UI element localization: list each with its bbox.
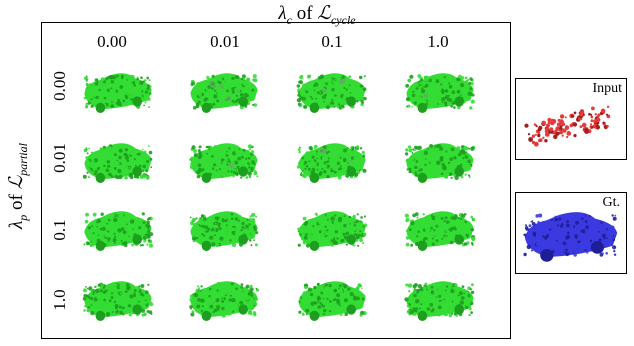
completion-point-cloud	[189, 281, 260, 322]
loss-subscript: partial	[15, 143, 30, 176]
row-header: 1.0	[50, 289, 69, 311]
of-word: of	[296, 3, 313, 24]
completion-point-cloud	[296, 73, 367, 114]
row-header: 0.00	[50, 71, 69, 101]
completion-point-cloud	[296, 143, 367, 184]
input-panel: Input	[515, 78, 627, 160]
column-header: 0.00	[97, 32, 127, 51]
completion-point-cloud	[189, 143, 259, 184]
column-header: 1.0	[427, 32, 449, 51]
completion-point-cloud	[82, 281, 154, 322]
input-label: Input	[592, 81, 622, 96]
completion-point-cloud	[82, 143, 153, 184]
completion-point-cloud	[83, 73, 152, 114]
completion-point-cloud	[404, 281, 475, 322]
lambda-symbol: λ	[6, 220, 28, 229]
row-header: 0.01	[50, 143, 69, 173]
lambda-symbol: λ	[278, 3, 287, 24]
column-header: 0.1	[321, 32, 343, 51]
input-point-cloud	[524, 105, 611, 147]
gt-panel: Gt.	[515, 192, 627, 274]
results-grid-frame	[41, 22, 511, 339]
column-header: 0.01	[210, 32, 240, 51]
loss-subscript: cycle	[330, 12, 356, 27]
completion-point-cloud	[404, 211, 476, 252]
of-word: of	[6, 194, 28, 210]
completion-point-cloud	[190, 73, 258, 114]
completion-point-cloud	[83, 211, 154, 252]
gt-label: Gt.	[602, 195, 621, 210]
completion-point-cloud	[298, 281, 367, 322]
row-header: 0.1	[50, 219, 69, 241]
completion-point-cloud	[404, 143, 476, 184]
completion-point-cloud	[297, 211, 368, 252]
lambda-subscript: c	[286, 12, 292, 27]
lambda-subscript: p	[15, 214, 30, 221]
gt-point-cloud	[523, 212, 618, 262]
y-axis-label: λp of ℒpartial	[5, 143, 31, 229]
loss-symbol: ℒ	[317, 3, 331, 24]
completion-point-cloud	[405, 73, 475, 114]
loss-symbol: ℒ	[6, 175, 28, 190]
figure-title: λc of ℒcycle	[0, 2, 634, 28]
completion-point-cloud	[189, 211, 259, 252]
